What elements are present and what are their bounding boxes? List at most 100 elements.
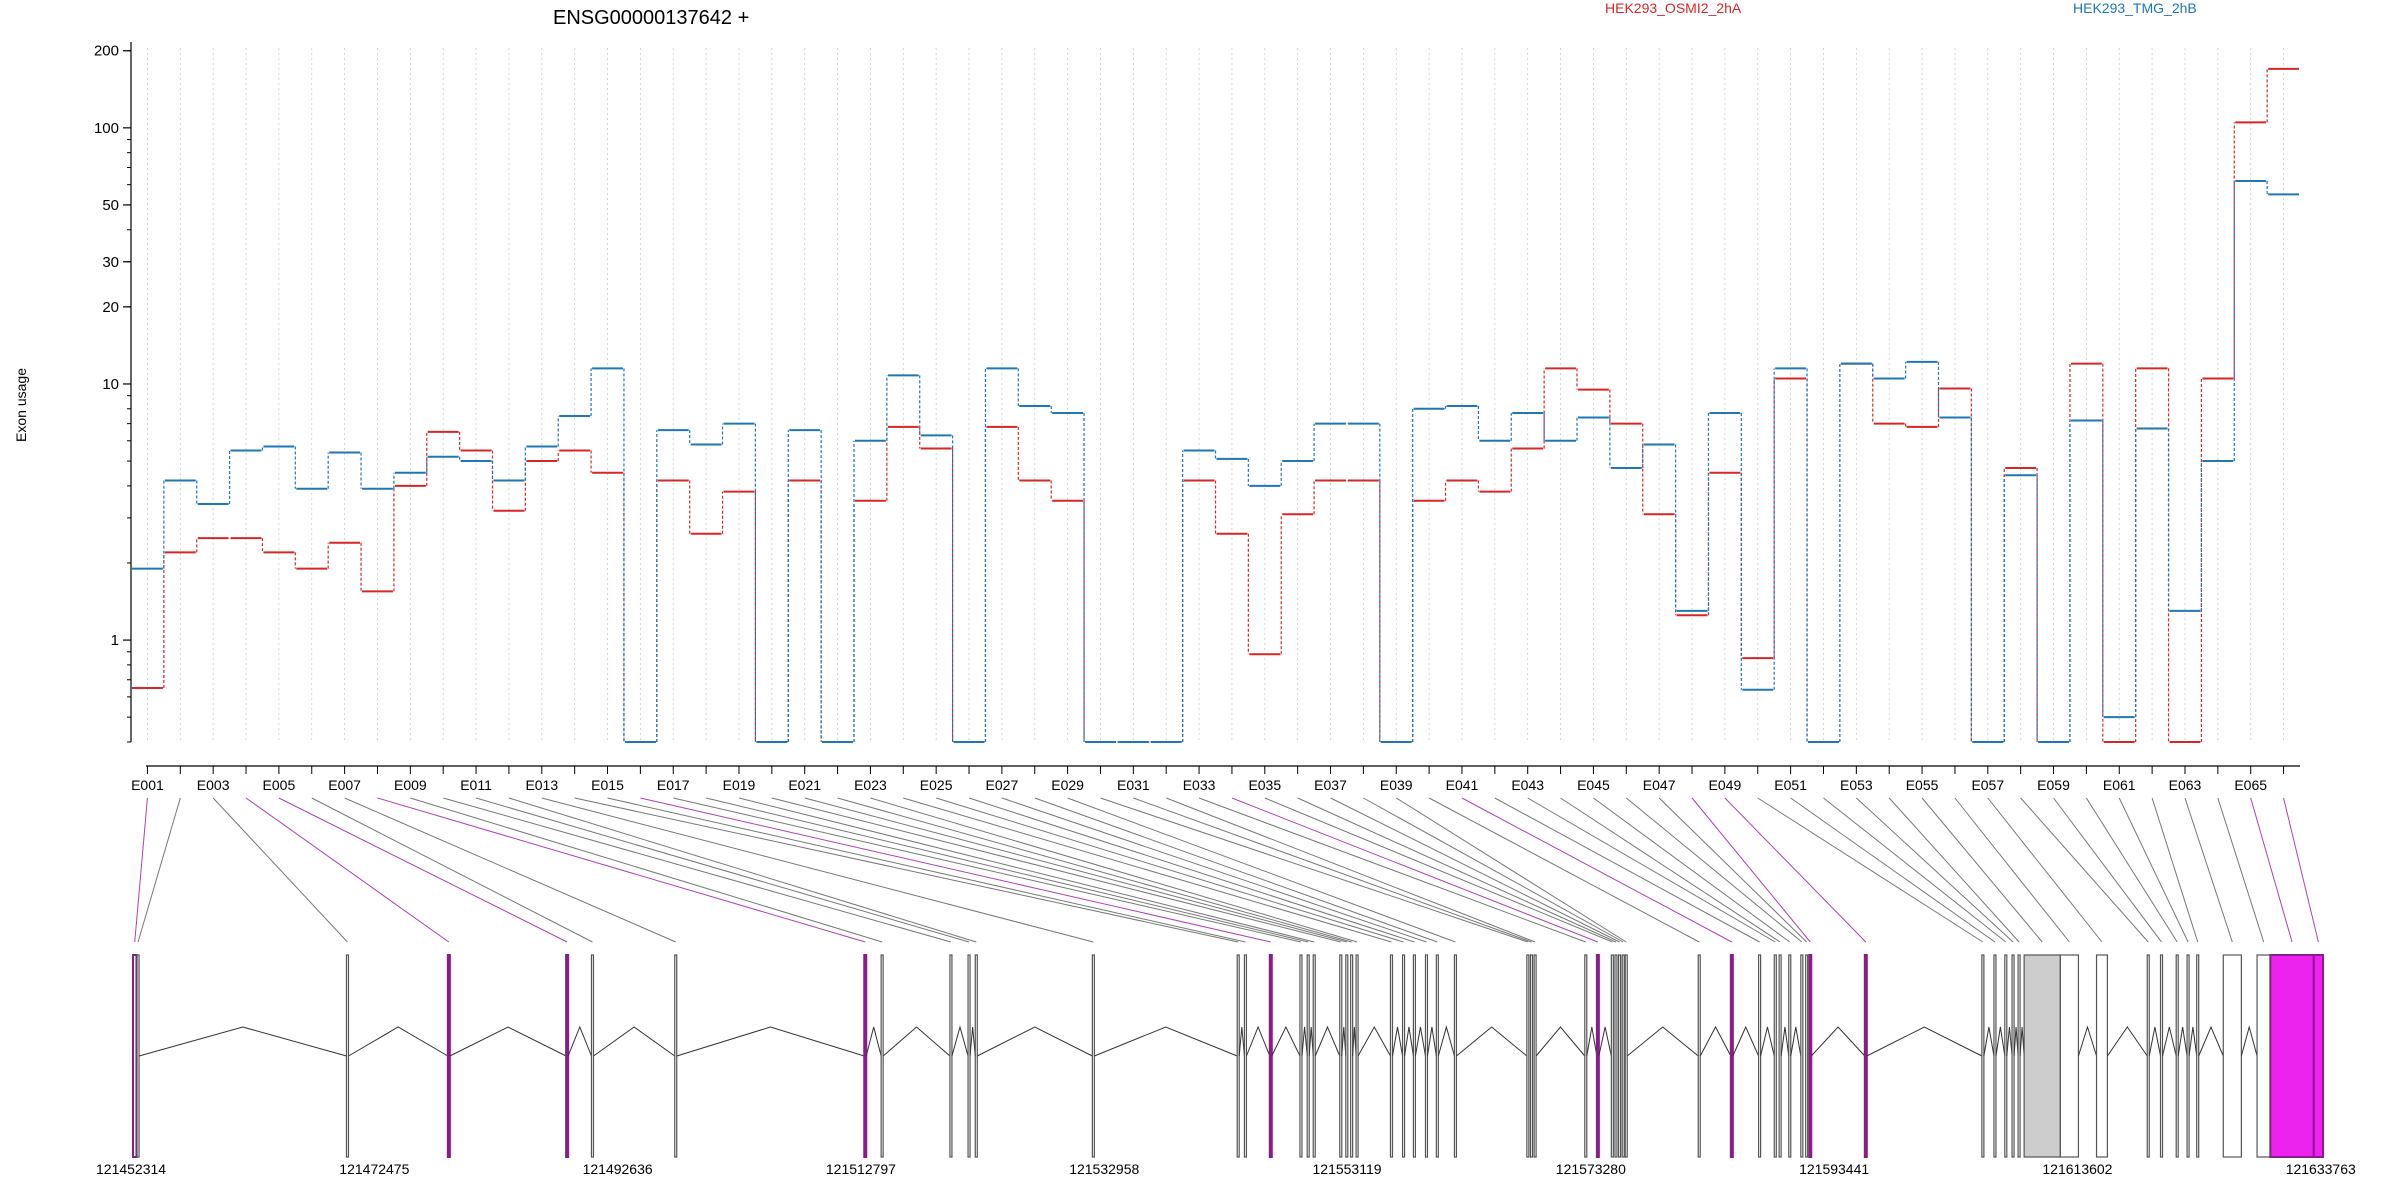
- x-tick-label-E005: E005: [263, 777, 296, 793]
- exon-E031: [1529, 954, 1534, 1158]
- exon-E041: [1729, 954, 1734, 1158]
- exon-E038: [1621, 954, 1625, 1158]
- intron-E052: [2006, 1026, 2013, 1057]
- exon-E019: [1312, 954, 1316, 1158]
- intron-E033: [1586, 1026, 1598, 1057]
- x-tick-label-E047: E047: [1643, 777, 1676, 793]
- exon-E052: [2004, 954, 2008, 1158]
- intron-E005: [567, 1025, 592, 1057]
- exon-E026: [1412, 954, 1417, 1158]
- connector-E057: [1987, 797, 2103, 943]
- exon-E036: [1614, 954, 1618, 1158]
- intron-E060: [2177, 1026, 2188, 1057]
- intron-E019: [1314, 1025, 1341, 1057]
- exon-E005: [565, 954, 570, 1158]
- y-axis: 1 10 20 30 50 100 200: [94, 42, 132, 743]
- y-tick-label-30: 30: [102, 254, 119, 271]
- intron-E040: [1699, 1025, 1732, 1057]
- exon-E042: [1757, 954, 1762, 1158]
- x-tick-label-E045: E045: [1577, 777, 1610, 793]
- exon-E013: [1091, 954, 1095, 1158]
- intron-E012: [977, 1026, 1093, 1057]
- exon-E009: [880, 954, 884, 1158]
- coord-label-121512797: 121512797: [826, 1161, 896, 1177]
- exon-E023: [1355, 954, 1359, 1158]
- intron-E004: [449, 1026, 567, 1057]
- x-tick-label-E023: E023: [854, 777, 887, 793]
- exon-E047: [1805, 954, 1809, 1158]
- x-axis: E001 E003 E005 E007 E009 E011 E013 E015 E017 E019…: [131, 765, 2300, 793]
- x-tick-label-E057: E057: [1971, 777, 2004, 793]
- connector-E061: [2118, 797, 2189, 943]
- exon-E044: [1778, 954, 1782, 1158]
- x-tick-label-E025: E025: [920, 777, 953, 793]
- exon-E007: [674, 954, 678, 1158]
- y-tick-label-100: 100: [94, 120, 119, 137]
- exon-E030: [1526, 954, 1530, 1158]
- connector-E060: [2085, 797, 2178, 943]
- connector-E023: [870, 797, 1358, 943]
- coord-label-121593441: 121593441: [1799, 1161, 1869, 1177]
- connector-E032: [1166, 797, 1536, 943]
- exon-E046: [1800, 954, 1804, 1158]
- exon-E045: [1788, 954, 1792, 1158]
- connector-E040: [1428, 797, 1700, 943]
- connector-E024: [903, 797, 1392, 943]
- y-tick-label-200: 200: [94, 43, 119, 60]
- exon-E065: [2269, 954, 2315, 1158]
- intron-E049: [1866, 1026, 1983, 1057]
- connector-E065: [2250, 797, 2293, 943]
- exon-E048: [1808, 954, 1813, 1158]
- connector-E041: [1461, 797, 1733, 943]
- connector-E043: [1527, 797, 1776, 943]
- exon-E002: [136, 954, 140, 1158]
- x-tick-label-E015: E015: [591, 777, 624, 793]
- intron-E051: [1995, 1026, 2006, 1057]
- intron-E054: [2019, 1026, 2025, 1057]
- intron-E063: [2240, 1025, 2258, 1057]
- exon-E010: [949, 954, 953, 1158]
- connector-E020: [771, 797, 1341, 943]
- exon-E058: [2146, 954, 2150, 1158]
- intron-E006: [593, 1026, 676, 1057]
- connector-E066: [2283, 797, 2319, 943]
- connector-E054: [1888, 797, 2020, 943]
- x-tick-label-E031: E031: [1117, 777, 1150, 793]
- exon-E025: [1401, 954, 1406, 1158]
- connector-E012: [508, 797, 977, 943]
- connector-E056: [1954, 797, 2070, 943]
- intron-E018: [1308, 1026, 1314, 1057]
- connector-E051: [1790, 797, 1996, 943]
- intron-E039: [1626, 1026, 1699, 1057]
- x-tick-label-E053: E053: [1840, 777, 1873, 793]
- x-tick-label-E037: E037: [1314, 777, 1347, 793]
- exon-E051: [1993, 954, 1997, 1158]
- intron-E026: [1414, 1026, 1426, 1057]
- intron-E027: [1426, 1026, 1437, 1057]
- connector-E063: [2184, 797, 2233, 943]
- connector-E038: [1363, 797, 1624, 943]
- intron-E034: [1598, 1026, 1612, 1057]
- x-tick-label-E011: E011: [460, 777, 492, 793]
- intron-E015: [1245, 1025, 1271, 1057]
- exon-E040: [1697, 954, 1701, 1158]
- connector-E022: [837, 797, 1352, 943]
- intron-E058: [2148, 1026, 2161, 1057]
- x-tick-label-E043: E043: [1511, 777, 1544, 793]
- connector-E010: [443, 797, 952, 943]
- exon-E027: [1424, 954, 1429, 1158]
- exon-E012: [974, 954, 978, 1158]
- exon-E050: [1981, 954, 1985, 1158]
- x-tick-label-E033: E033: [1183, 777, 1216, 793]
- intron-E050: [1983, 1026, 1995, 1057]
- x-tick-label-E003: E003: [197, 777, 230, 793]
- exon-E057: [2095, 954, 2109, 1158]
- exon-E059: [2159, 954, 2164, 1158]
- gene-model: [132, 954, 2325, 1158]
- connector-E039: [1395, 797, 1627, 943]
- exon-connector-lines: [134, 797, 2319, 943]
- connector-E036: [1297, 797, 1617, 943]
- intron-E025: [1404, 1026, 1414, 1057]
- exon-E066: [2312, 954, 2325, 1158]
- exon-E049: [1863, 954, 1868, 1158]
